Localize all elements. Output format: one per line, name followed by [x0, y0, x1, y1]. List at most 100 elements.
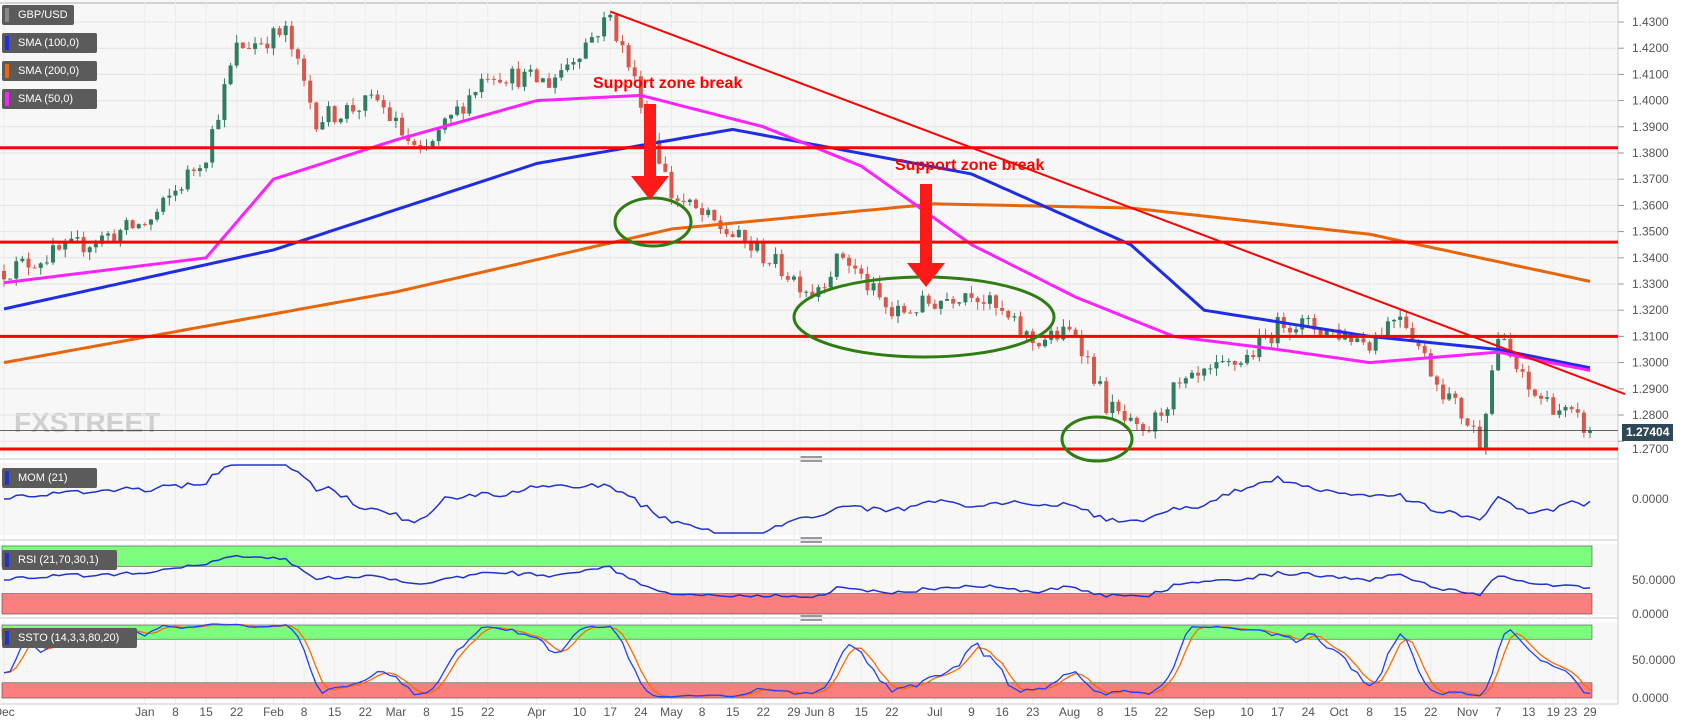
- candle-up: [736, 229, 741, 238]
- ssto-tick-label: 50.0000: [1632, 653, 1676, 667]
- date-tick-label: 22: [230, 705, 244, 719]
- price-tick-label: 1.3300: [1632, 277, 1669, 291]
- candle-up: [63, 241, 68, 250]
- legend-sma100-label: SMA (100,0): [18, 37, 80, 49]
- legend-sma200[interactable]: SMA (200,0): [2, 61, 97, 81]
- handle-line: [800, 460, 822, 462]
- legend-rsi-label: RSI (21,70,30,1): [18, 554, 99, 566]
- candle-up: [1355, 338, 1360, 343]
- candle-down: [1428, 353, 1433, 377]
- candle-down: [1336, 329, 1341, 340]
- candle-up: [479, 78, 484, 93]
- candle-down: [1006, 310, 1011, 318]
- candle-up: [1447, 393, 1452, 400]
- price-tick-label: 1.3500: [1632, 225, 1669, 239]
- date-tick-label: 8: [1366, 705, 1373, 719]
- candle-up: [755, 243, 760, 251]
- legend-rsi[interactable]: RSI (21,70,30,1): [2, 550, 117, 570]
- candle-up: [589, 37, 594, 43]
- legend-ssto[interactable]: SSTO (14,3,3,80,20): [2, 628, 137, 648]
- date-tick-label: Apr: [527, 705, 546, 719]
- panel-resize-handle[interactable]: [800, 615, 822, 621]
- candle-up: [20, 258, 25, 262]
- candle-down: [1067, 326, 1072, 330]
- date-tick-label: 24: [634, 705, 648, 719]
- candle-up: [1012, 316, 1017, 318]
- candle-down: [332, 106, 337, 123]
- legend-color-swatch: [5, 64, 9, 78]
- legend-symbol[interactable]: GBP/USD: [2, 5, 74, 25]
- candle-down: [302, 58, 307, 81]
- candle-down: [767, 263, 772, 265]
- legend-mom-label: MOM (21): [18, 472, 68, 484]
- panel-resize-handle[interactable]: [800, 537, 822, 543]
- candle-up: [326, 106, 331, 123]
- candle-down: [1539, 395, 1544, 399]
- candle-down: [1312, 317, 1317, 330]
- candle-up: [945, 299, 950, 301]
- date-tick-label: 24: [1302, 705, 1316, 719]
- legend-sma100[interactable]: SMA (100,0): [2, 33, 97, 53]
- candle-up: [473, 92, 478, 96]
- date-tick-label: 22: [481, 705, 495, 719]
- panel-resize-handle[interactable]: [800, 456, 822, 462]
- candle-up: [1043, 339, 1048, 347]
- candle-down: [1551, 397, 1556, 415]
- candle-down: [1018, 316, 1023, 335]
- candle-up: [1324, 329, 1329, 335]
- legend-sma50-label: SMA (50,0): [18, 93, 74, 105]
- candle-up: [1398, 316, 1403, 320]
- candle-up: [449, 114, 454, 119]
- candle-up: [338, 118, 343, 123]
- candle-down: [1422, 346, 1427, 354]
- candle-up: [1183, 378, 1188, 384]
- candle-down: [375, 94, 380, 101]
- candle-up: [50, 245, 55, 263]
- candle-up: [1128, 417, 1133, 421]
- candle-down: [632, 67, 637, 77]
- candle-down: [742, 229, 747, 242]
- rsi-line: [3, 554, 1591, 599]
- candle-down: [724, 229, 729, 235]
- candle-up: [124, 220, 129, 231]
- candle-up: [197, 168, 202, 171]
- candle-down: [81, 237, 86, 253]
- candle-down: [785, 276, 790, 280]
- candle-down: [259, 43, 264, 45]
- candle-up: [1024, 331, 1029, 335]
- candle-up: [1061, 326, 1066, 340]
- fxstreet-watermark: FXSTREET: [14, 407, 160, 438]
- candle-up: [75, 237, 80, 239]
- arrow-shaft: [644, 104, 656, 178]
- candle-down: [1140, 424, 1145, 431]
- candle-up: [896, 305, 901, 317]
- candle-down: [1104, 381, 1109, 413]
- candle-down: [1159, 412, 1164, 416]
- price-tick-label: 1.4200: [1632, 41, 1669, 55]
- candle-up: [173, 190, 178, 196]
- arrow-shaft: [920, 184, 932, 265]
- date-tick-label: 10: [573, 705, 587, 719]
- candle-up: [69, 238, 74, 242]
- date-tick-label: 29: [787, 705, 801, 719]
- candle-up: [1588, 430, 1592, 433]
- candle-down: [798, 276, 803, 293]
- candle-down: [1416, 341, 1421, 347]
- candle-down: [1526, 371, 1531, 390]
- candle-up: [1110, 401, 1115, 413]
- handle-line: [800, 456, 822, 458]
- candle-up: [687, 199, 692, 203]
- candle-down: [994, 295, 999, 308]
- candle-down: [693, 199, 698, 209]
- candle-down: [779, 254, 784, 277]
- candle-down: [663, 163, 668, 172]
- candle-down: [1453, 393, 1458, 398]
- legend-mom[interactable]: MOM (21): [2, 468, 97, 488]
- legend-color-swatch: [5, 553, 9, 567]
- candle-down: [847, 257, 852, 266]
- legend-sma50[interactable]: SMA (50,0): [2, 89, 97, 109]
- handle-line: [800, 537, 822, 539]
- candle-down: [1477, 426, 1482, 448]
- price-tick-label: 1.3800: [1632, 146, 1669, 160]
